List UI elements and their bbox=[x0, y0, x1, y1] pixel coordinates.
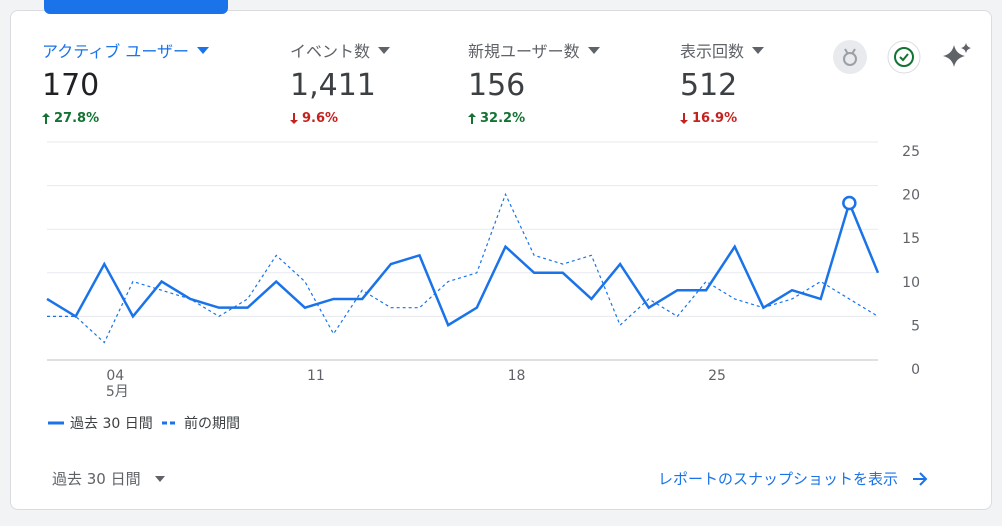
metric-name: イベント数 bbox=[290, 42, 371, 61]
x-tick-label: 11 bbox=[307, 368, 325, 384]
check-icon[interactable] bbox=[887, 40, 921, 74]
metric-value: 156 bbox=[468, 68, 526, 103]
x-tick-label: 25 bbox=[708, 368, 726, 384]
change-text: 32.2% bbox=[480, 111, 526, 126]
y-tick-label: 25 bbox=[902, 144, 920, 160]
change-arrow bbox=[290, 113, 298, 124]
metric-title: 表示回数 bbox=[680, 38, 765, 62]
snapshot-link[interactable]: レポートのスナップショットを表示 bbox=[658, 468, 928, 489]
legend-label: 前の期間 bbox=[184, 415, 240, 432]
arrow-shape bbox=[290, 113, 298, 124]
metric-value: 512 bbox=[680, 68, 738, 103]
dropdown-arrow bbox=[752, 46, 765, 54]
badge-icon[interactable] bbox=[833, 40, 867, 74]
metric-change: 27.8% bbox=[42, 111, 209, 126]
y-tick-label: 15 bbox=[902, 231, 920, 247]
metric-value: 1,411 bbox=[290, 68, 376, 103]
metric-name: アクティブ ユーザー bbox=[42, 42, 190, 61]
y-tick-label: 5 bbox=[911, 318, 920, 334]
metric[interactable]: イベント数 1,411 9.6% bbox=[290, 38, 391, 126]
legend-label: 過去 30 日間 bbox=[70, 416, 153, 432]
month-label: 5月 bbox=[106, 384, 129, 400]
metric-title: イベント数 bbox=[290, 38, 391, 62]
arrow-shape bbox=[587, 46, 600, 54]
period-selector[interactable]: 過去 30 日間 bbox=[52, 468, 165, 489]
metric-change: 16.9% bbox=[680, 111, 764, 126]
metric-title: アクティブ ユーザー bbox=[42, 38, 210, 62]
y-tick-label: 0 bbox=[911, 362, 920, 378]
x-tick-label: 18 bbox=[508, 368, 526, 384]
arrow-icon bbox=[913, 471, 928, 486]
arrow-shape bbox=[197, 46, 210, 54]
period-text: 過去 30 日間 bbox=[52, 470, 141, 488]
arrow-shape bbox=[680, 113, 688, 124]
metric-change: 9.6% bbox=[290, 111, 390, 126]
metric-name: 表示回数 bbox=[680, 42, 745, 61]
metric-title: 新規ユーザー数 bbox=[468, 38, 600, 62]
metric[interactable]: アクティブ ユーザー 170 27.8% bbox=[42, 38, 210, 126]
dropdown-arrow bbox=[154, 475, 165, 482]
dropdown-arrow bbox=[197, 46, 210, 54]
arrow-shape bbox=[378, 46, 391, 54]
sparkle-icon[interactable] bbox=[940, 40, 974, 74]
change-text: 9.6% bbox=[302, 111, 339, 126]
arrow-shape bbox=[42, 113, 50, 124]
metric-name: 新規ユーザー数 bbox=[468, 42, 580, 61]
change-text: 27.8% bbox=[54, 111, 100, 126]
change-arrow bbox=[680, 113, 688, 124]
metric[interactable]: 表示回数 512 16.9% bbox=[680, 38, 765, 126]
metric-value: 170 bbox=[42, 68, 100, 103]
arrow-shape bbox=[752, 46, 765, 54]
highlight-point bbox=[842, 195, 857, 211]
link-text: レポートのスナップショットを表示 bbox=[658, 470, 899, 488]
x-tick-label: 04 bbox=[106, 368, 124, 384]
change-arrow bbox=[42, 113, 50, 124]
change-text: 16.9% bbox=[692, 111, 738, 126]
series-line bbox=[46, 199, 880, 327]
series-line bbox=[47, 192, 879, 344]
metric[interactable]: 新規ユーザー数 156 32.2% bbox=[468, 38, 600, 126]
metric-change: 32.2% bbox=[468, 111, 600, 126]
arrow-shape bbox=[468, 113, 476, 124]
change-arrow bbox=[468, 113, 476, 124]
selected-tab-indicator bbox=[44, 0, 228, 14]
y-tick-label: 10 bbox=[902, 275, 920, 291]
dropdown-arrow bbox=[378, 46, 391, 54]
dropdown-arrow bbox=[587, 46, 600, 54]
card bbox=[10, 10, 992, 510]
y-tick-label: 20 bbox=[902, 188, 920, 204]
